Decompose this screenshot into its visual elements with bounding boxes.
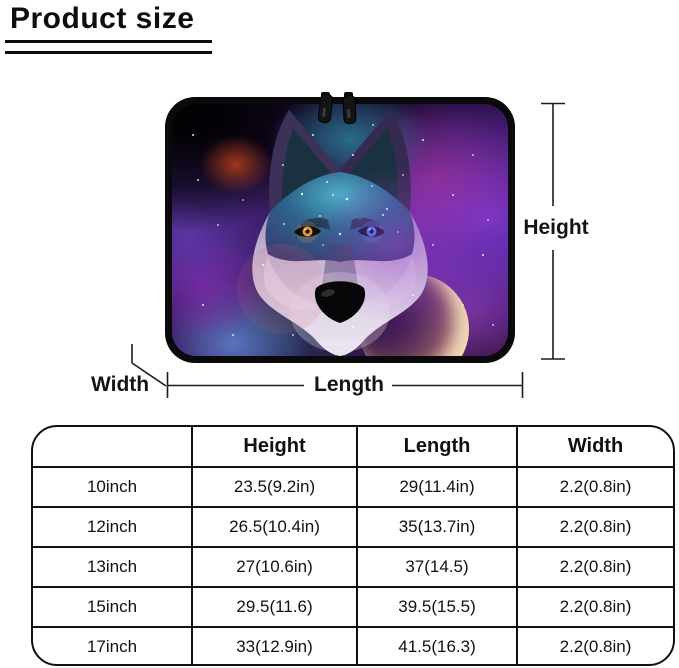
header-width: Width bbox=[517, 427, 673, 468]
cell-height: 23.5(9.2in) bbox=[192, 467, 358, 508]
galaxy-artwork bbox=[172, 104, 508, 356]
title-underline-bottom bbox=[5, 51, 212, 54]
header-height: Height bbox=[192, 427, 358, 468]
cell-length: 37(14.5) bbox=[357, 547, 518, 588]
cell-width: 2.2(0.8in) bbox=[517, 547, 673, 588]
cell-width: 2.2(0.8in) bbox=[517, 467, 673, 508]
product-image-laptop-sleeve bbox=[165, 97, 515, 363]
cell-height: 27(10.6in) bbox=[192, 547, 358, 588]
cell-height: 29.5(11.6) bbox=[192, 587, 358, 628]
cell-width: 2.2(0.8in) bbox=[517, 507, 673, 548]
star-speckles bbox=[172, 104, 508, 356]
cell-width: 2.2(0.8in) bbox=[559, 637, 632, 656]
page-title: Product size bbox=[10, 2, 195, 35]
size-table-container: Height Length Width 10inch 23.5(9.2in) 2… bbox=[31, 425, 675, 666]
header-length: Length bbox=[357, 427, 518, 468]
length-dimension-label: Length bbox=[314, 373, 384, 396]
width-dimension-label: Width bbox=[91, 373, 150, 396]
cell-length: 35(13.7in) bbox=[357, 507, 518, 548]
table-header-row: Height Length Width bbox=[33, 427, 673, 468]
header-size bbox=[33, 427, 193, 468]
title-underline-top bbox=[5, 40, 212, 43]
table-row: 17inch 33(12.9in) 41.5(16.3) 2.2(0.8in) bbox=[33, 627, 673, 664]
cell-width: 2.2(0.8in) bbox=[517, 587, 673, 628]
wolf-face-illustration bbox=[237, 110, 477, 356]
cell-size: 13inch bbox=[33, 547, 193, 588]
table-row: 12inch 26.5(10.4in) 35(13.7in) 2.2(0.8in… bbox=[33, 507, 673, 548]
cell-size: 12inch bbox=[33, 507, 193, 548]
cell-size: 10inch bbox=[33, 467, 193, 508]
cell-height: 33(12.9in) bbox=[192, 627, 358, 664]
size-table: Height Length Width 10inch 23.5(9.2in) 2… bbox=[33, 427, 673, 664]
height-dimension-label: Height bbox=[523, 216, 589, 239]
cell-size: 15inch bbox=[33, 587, 193, 628]
table-row: 13inch 27(10.6in) 37(14.5) 2.2(0.8in) bbox=[33, 547, 673, 588]
cell-length: 29(11.4in) bbox=[357, 467, 518, 508]
cell-length: 41.5(16.3) bbox=[357, 627, 518, 664]
table-row: 15inch 29.5(11.6) 39.5(15.5) 2.2(0.8in) bbox=[33, 587, 673, 628]
cell-length: 39.5(15.5) bbox=[357, 587, 518, 628]
cell-size: 17inch bbox=[33, 627, 193, 664]
cell-height: 26.5(10.4in) bbox=[192, 507, 358, 548]
table-row: 10inch 23.5(9.2in) 29(11.4in) 2.2(0.8in) bbox=[33, 467, 673, 508]
zipper-pull-icon bbox=[342, 94, 357, 125]
